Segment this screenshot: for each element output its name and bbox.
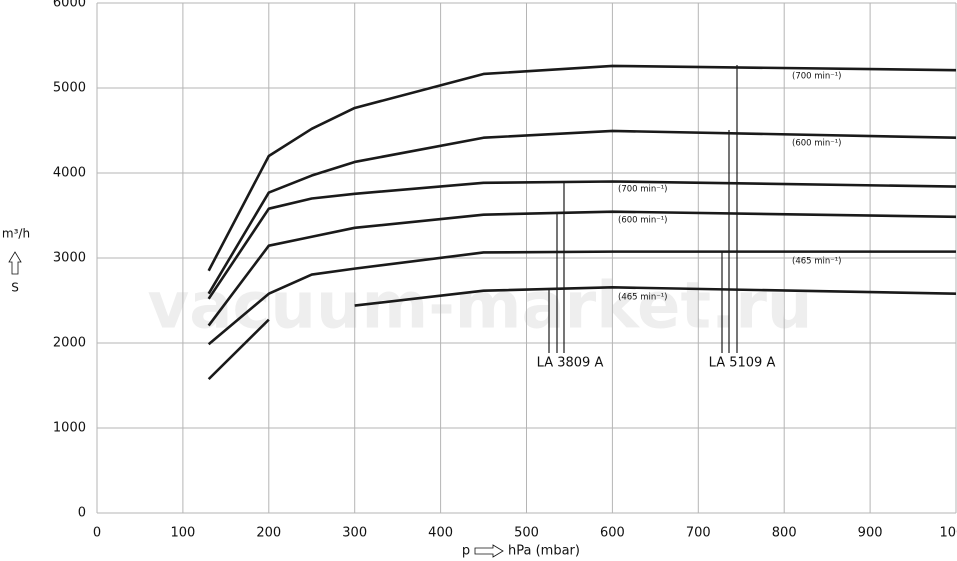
y-arrow xyxy=(8,251,22,275)
curve-label: (600 min⁻¹) xyxy=(618,216,667,226)
curve xyxy=(207,64,957,272)
x-tick-label: 400 xyxy=(428,526,453,541)
x-tick-label: 200 xyxy=(256,526,281,541)
x-tick-label: 600 xyxy=(600,526,625,541)
x-tick-label: 300 xyxy=(342,526,367,541)
x-tick-label: 800 xyxy=(772,526,797,541)
model-label: LA 5109 A xyxy=(709,356,776,371)
model-label: LA 3809 A xyxy=(537,356,604,371)
grid xyxy=(96,2,957,514)
y-tick-label: 4000 xyxy=(53,166,86,181)
x-tick-label: 500 xyxy=(514,526,539,541)
model-markers xyxy=(548,65,738,353)
x-tick-label: 900 xyxy=(858,526,883,541)
curves xyxy=(207,64,957,381)
curve xyxy=(207,250,956,346)
y-axis-label: m³/h xyxy=(2,227,30,241)
y-tick-label: 1000 xyxy=(53,421,86,436)
watermark: vacuum-market.ru xyxy=(148,270,813,344)
curve-label: (600 min⁻¹) xyxy=(792,139,841,149)
curve-label: (465 min⁻¹) xyxy=(792,257,841,267)
curve-label: (700 min⁻¹) xyxy=(618,185,667,195)
x-arrow xyxy=(474,544,504,558)
curve xyxy=(207,180,957,300)
y-axis-symbol: S xyxy=(11,281,19,295)
y-tick-label: 2000 xyxy=(53,336,86,351)
y-tick-label: 6000 xyxy=(53,0,86,11)
curve-label: (700 min⁻¹) xyxy=(792,72,841,82)
x-tick-label: 0 xyxy=(93,526,101,541)
x-axis-label: hPa (mbar) xyxy=(508,544,580,559)
curve xyxy=(207,129,957,295)
curve xyxy=(207,286,957,381)
curve xyxy=(207,210,957,327)
y-tick-label: 0 xyxy=(78,506,86,521)
x-tick-label: 1000 xyxy=(939,526,957,541)
x-tick-label: 100 xyxy=(170,526,195,541)
x-axis-symbol: p xyxy=(462,544,470,559)
y-tick-label: 3000 xyxy=(53,251,86,266)
y-tick-label: 5000 xyxy=(53,81,86,96)
x-tick-label: 700 xyxy=(686,526,711,541)
curve-label: (465 min⁻¹) xyxy=(618,293,667,303)
